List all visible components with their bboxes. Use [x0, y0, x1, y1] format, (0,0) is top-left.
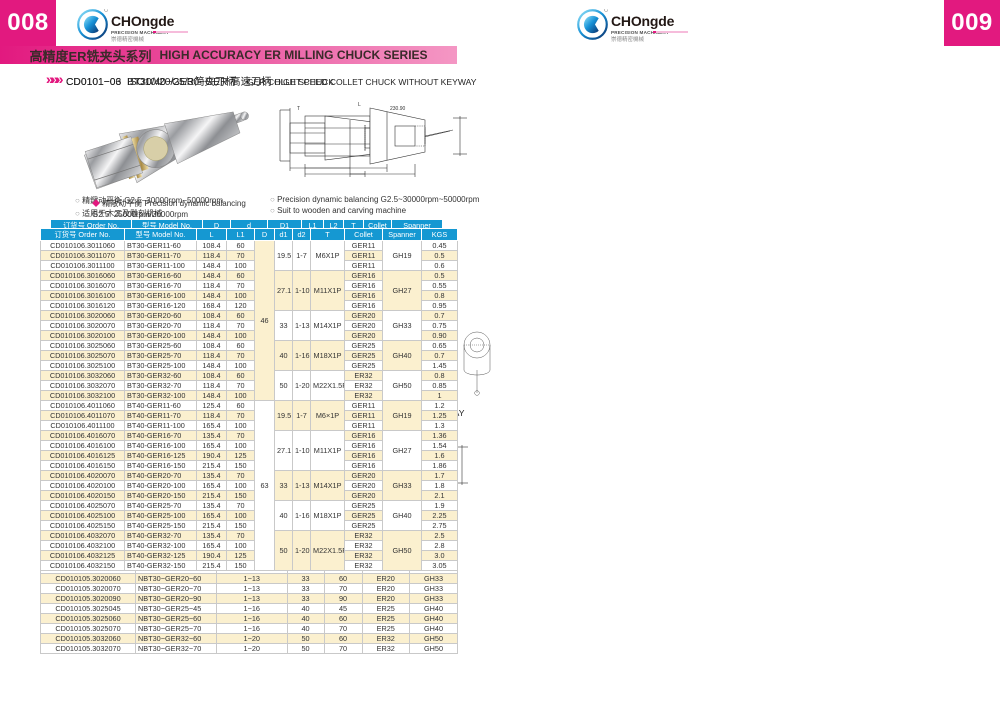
svg-text:T: T [297, 106, 300, 112]
